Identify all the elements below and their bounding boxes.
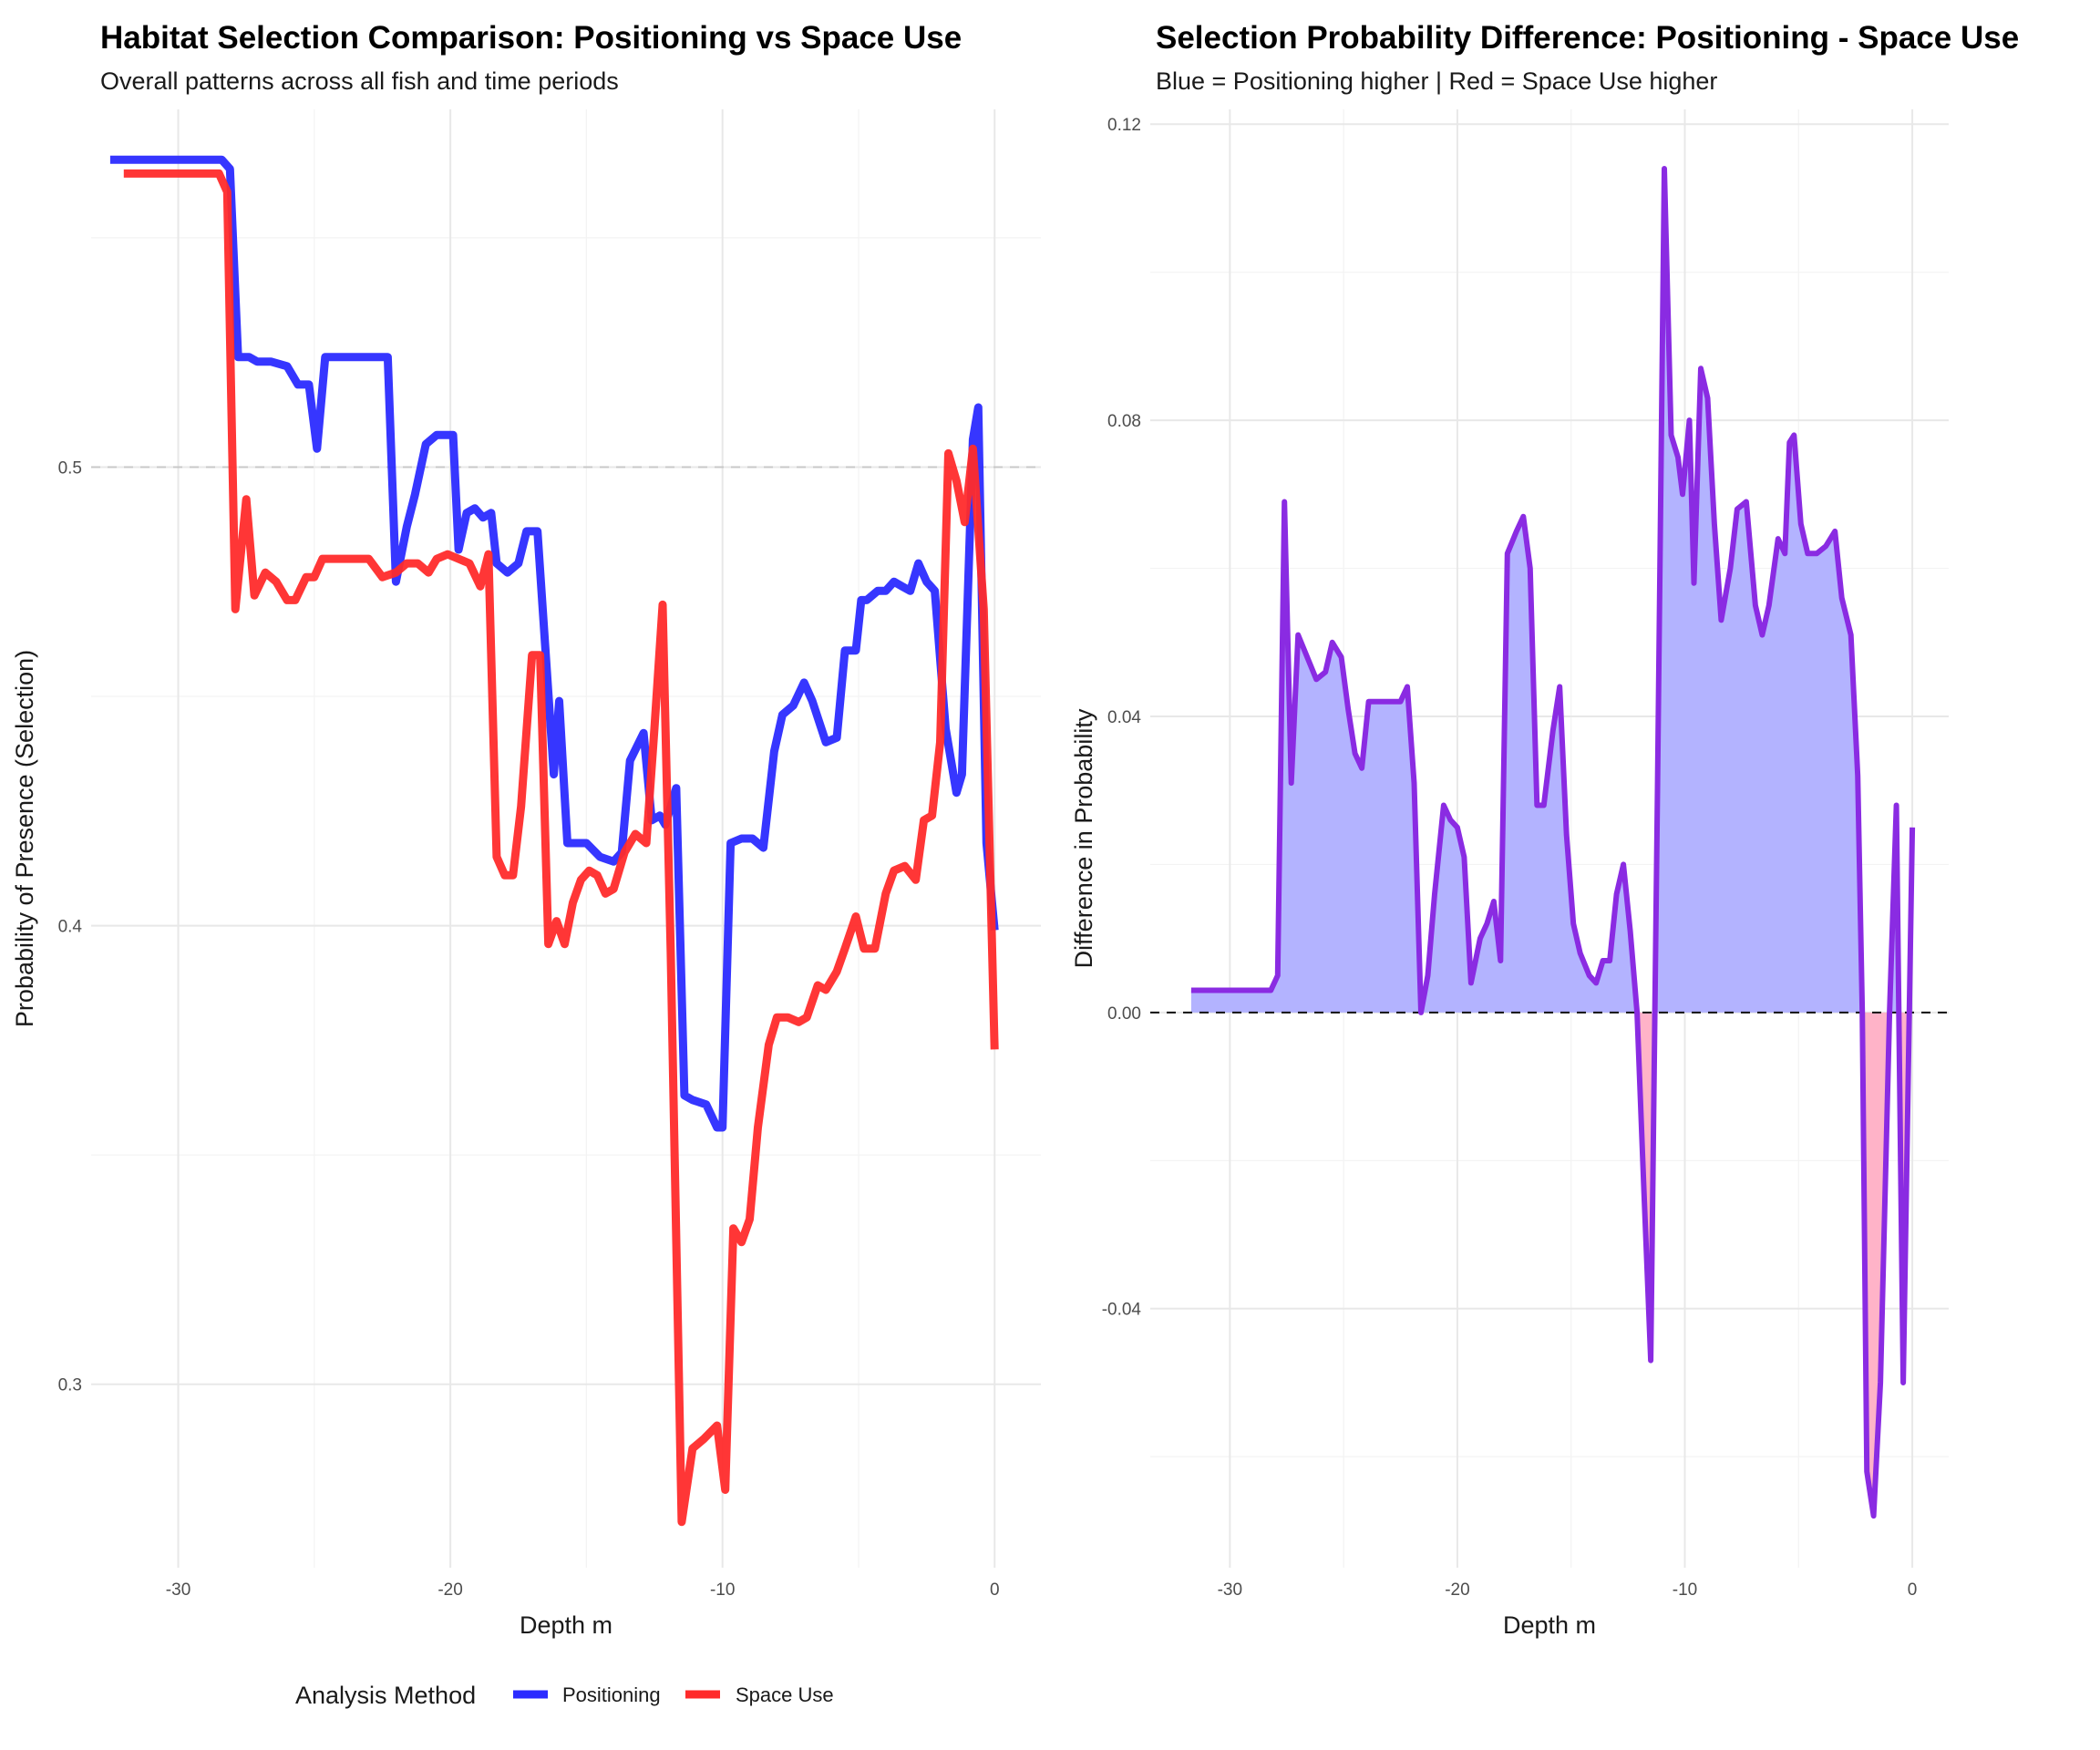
left-x-axis-label: Depth m xyxy=(520,1611,612,1639)
left-y-tick-label: 0.3 xyxy=(58,1376,82,1395)
right-chart-subtitle: Blue = Positioning higher | Red = Space … xyxy=(1156,67,1718,95)
difference-line xyxy=(1190,166,1916,1519)
right-x-tick-label: -30 xyxy=(1218,1580,1242,1600)
right-y-tick-label: 0.12 xyxy=(1107,116,1141,135)
series-line-positioning xyxy=(109,155,999,1132)
right-x-tick-label: 0 xyxy=(1908,1580,1918,1600)
left-y-tick-label: 0.5 xyxy=(58,458,82,478)
left-y-axis-label: Probability of Presence (Selection) xyxy=(11,650,38,1027)
right-y-tick-label: -0.04 xyxy=(1102,1301,1142,1320)
right-x-tick-label: -10 xyxy=(1673,1580,1697,1600)
right-x-tick-label: -20 xyxy=(1445,1580,1469,1600)
series-line-space-use xyxy=(123,169,999,1527)
left-chart-title: Habitat Selection Comparison: Positionin… xyxy=(100,20,962,56)
left-y-tick-label: 0.4 xyxy=(58,918,83,937)
right-x-axis-label: Depth m xyxy=(1503,1611,1596,1639)
legend-label-positioning: Positioning xyxy=(562,1683,661,1706)
positive-area xyxy=(1190,501,1638,1013)
right-chart-panel: -30 -20 -10 0 -0.04 0.00 0.04 0.08 0.12 Depth m Di… xyxy=(1070,109,1949,1639)
right-y-tick-label: 0.04 xyxy=(1107,708,1141,727)
left-x-tick-label: -30 xyxy=(166,1580,190,1600)
legend-title: Analysis Method xyxy=(295,1682,476,1709)
left-x-tick-label: -20 xyxy=(438,1580,462,1600)
right-y-axis-label: Difference in Probability xyxy=(1070,708,1097,968)
legend: Analysis Method Positioning Space Use xyxy=(295,1682,834,1709)
positive-area xyxy=(1654,169,1863,1013)
left-chart-subtitle: Overall patterns across all fish and tim… xyxy=(100,67,619,95)
right-chart-title: Selection Probability Difference: Positi… xyxy=(1156,20,2020,56)
left-chart-panel: -30 -20 -10 0 0.3 0.4 0.5 Depth m Probability of… xyxy=(11,109,1041,1639)
left-x-tick-label: -10 xyxy=(710,1580,735,1600)
legend-label-space-use: Space Use xyxy=(736,1683,834,1706)
negative-area xyxy=(1862,1012,1890,1517)
right-y-tick-label: 0.00 xyxy=(1107,1004,1141,1024)
right-y-tick-label: 0.08 xyxy=(1107,412,1141,431)
left-x-tick-label: 0 xyxy=(990,1580,1000,1600)
